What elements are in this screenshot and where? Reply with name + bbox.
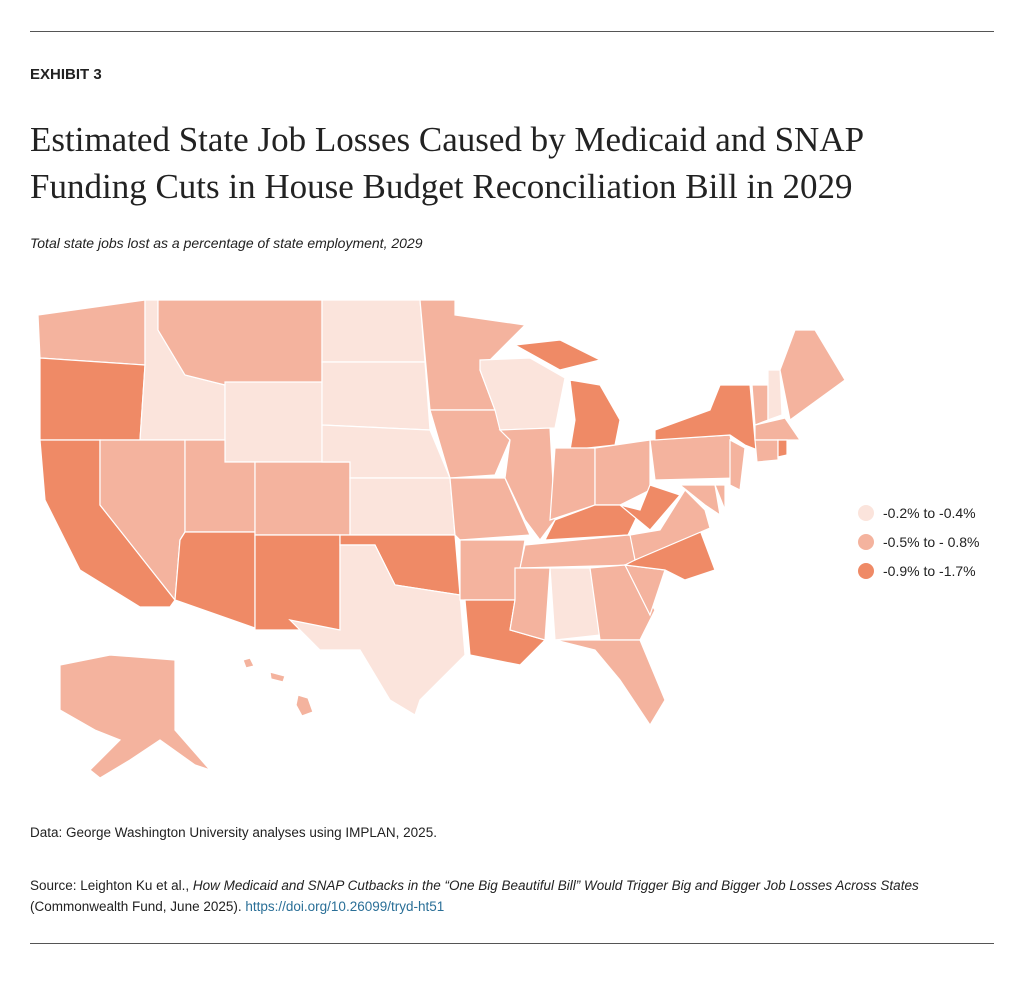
legend-item: -0.9% to -1.7% [858,556,980,585]
state [754,439,779,463]
top-rule [30,31,994,32]
data-note: Data: George Washington University analy… [30,825,437,840]
state [254,461,351,536]
state [59,654,212,779]
source-title: How Medicaid and SNAP Cutbacks in the “O… [192,878,919,893]
legend-label: -0.5% to - 0.8% [883,533,980,550]
state-shape [429,409,511,479]
state-shape [554,639,666,727]
state [594,439,651,506]
state-shape [39,357,146,441]
state-shape [295,694,314,717]
state-shape [254,534,341,631]
title-line: Funding Cuts in House Budget Reconciliat… [30,167,853,206]
state-shape [254,461,351,536]
state [729,439,746,491]
state-shape [779,329,846,422]
state [767,369,783,421]
state-shape [777,439,788,458]
state-shape [714,484,726,511]
title-line: Estimated State Job Losses Caused by Med… [30,120,865,159]
state [554,639,666,727]
state-shape [37,299,146,366]
legend-label: -0.9% to -1.7% [883,562,976,579]
state-shape [751,384,769,426]
state [714,484,726,511]
state [288,544,466,716]
state-shape [569,379,621,451]
source-prefix: Source: Leighton Ku et al., [30,878,193,893]
state [429,409,511,479]
state-shape [754,417,802,441]
state [513,339,621,451]
state-shape [729,439,746,491]
state [751,384,769,426]
state-shape [224,381,323,463]
state-shape [174,531,256,629]
state-shape [619,484,682,531]
state [254,534,341,631]
state-shape [629,489,711,561]
state [777,439,788,458]
title: Estimated State Job Losses Caused by Med… [30,116,864,210]
subtitle: Total state jobs lost as a percentage of… [30,235,423,251]
state [678,484,721,517]
state [754,417,802,441]
state [37,299,146,366]
state [498,427,556,541]
state-shape [288,544,466,716]
state-shape [509,567,551,641]
state-shape [754,439,779,463]
source-note: Source: Leighton Ku et al., How Medicaid… [30,875,980,917]
state-shape [321,361,431,431]
legend-swatch [858,562,874,579]
state [779,329,846,422]
state [224,381,323,463]
state-shape [321,299,426,363]
state [509,567,551,641]
state-shape [59,654,212,779]
legend-label: -0.2% to -0.4% [883,504,976,521]
state [174,531,256,629]
state-shape [594,439,651,506]
state [321,299,426,363]
state-shape [242,657,255,669]
state [242,657,314,717]
state-shape [649,434,739,481]
source-link[interactable]: https://doi.org/10.26099/tryd-ht51 [245,899,445,914]
source-suffix: (Commonwealth Fund, June 2025). [30,899,246,914]
legend-swatch [858,533,874,550]
state-shape [589,564,656,641]
state-shape [767,369,783,421]
us-map [37,299,846,779]
state-shape [498,427,556,541]
state [619,484,682,531]
state [349,477,456,536]
legend-item: -0.2% to -0.4% [858,498,980,527]
state [629,489,711,561]
state-shape [678,484,721,517]
state-shape [269,671,286,683]
state-shape [449,477,531,541]
legend: -0.2% to -0.4% -0.5% to - 0.8% -0.9% to -1… [858,498,980,585]
state [449,477,531,541]
state-shape [349,477,456,536]
legend-item: -0.5% to - 0.8% [858,527,980,556]
legend-swatch [858,504,874,521]
state [649,434,739,481]
state-shape [513,339,602,371]
state [39,357,146,441]
bottom-rule [30,943,994,944]
state [321,361,431,431]
state [589,564,656,641]
exhibit-label: EXHIBIT 3 [30,66,102,83]
